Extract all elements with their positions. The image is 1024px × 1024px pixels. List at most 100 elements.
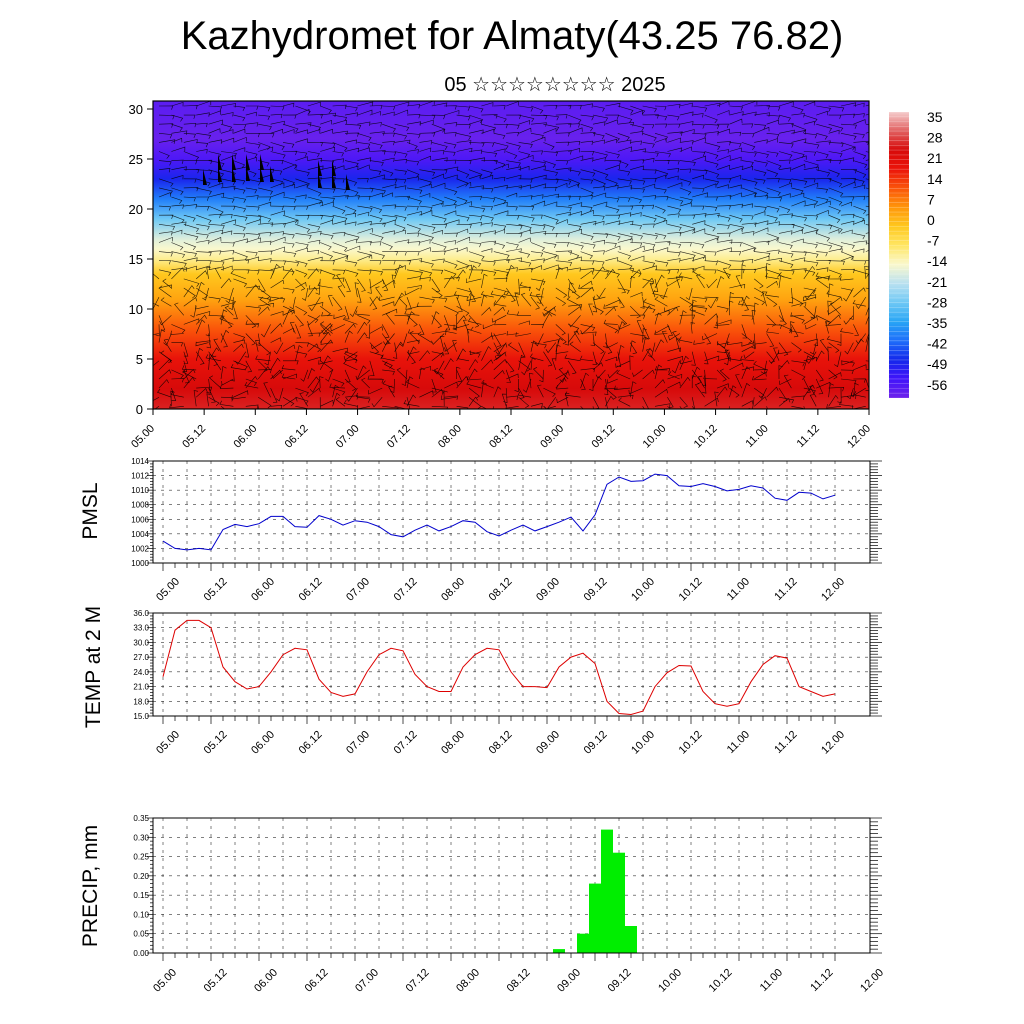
- temp-panel-x-tick-label: 10.00: [629, 729, 657, 757]
- heat-x-tick-label: 06.12: [283, 423, 311, 451]
- colorbar-label: 7: [927, 191, 935, 207]
- pmsl-panel-x-tick-label: 05.00: [154, 576, 182, 604]
- page-subtitle: 05 ☆☆☆☆☆☆☆☆ 2025: [444, 74, 666, 96]
- heat-y-tick-label: 5: [136, 352, 143, 367]
- heat-x-tick-label: 07.12: [385, 423, 413, 451]
- pmsl-panel-x-tick-label: 10.00: [629, 576, 657, 604]
- wind-flags: [203, 154, 350, 190]
- pmsl-panel-y-tick-label: 1002: [131, 544, 149, 553]
- colorbar-label: -21: [927, 274, 947, 290]
- pmsl-panel-y-tick-label: 1004: [131, 530, 149, 539]
- temp-panel-x-tick-label: 07.00: [344, 729, 372, 757]
- pmsl-panel-x-tick-label: 11.00: [725, 576, 752, 603]
- temp-2m-chart: 15.0 18.0 21.0 24.0 27.0 30.0 33.0 36.0 05.00 05.…: [82, 606, 882, 757]
- pmsl-panel-y-tick-label: 1012: [131, 472, 149, 481]
- heat-x-tick-label: 07.00: [334, 423, 362, 451]
- pmsl-panel-y-tick-label: 1014: [131, 457, 149, 466]
- temp-panel-x-tick-label: 05.12: [202, 729, 230, 757]
- temp-panel-y-tick-label: 36.0: [133, 609, 149, 618]
- heat-x-tick-label: 05.00: [129, 423, 157, 451]
- heat-y-tick-label: 15: [129, 252, 143, 267]
- pmsl-panel-x-tick-label: 06.12: [297, 576, 325, 604]
- colorbar: [889, 112, 909, 398]
- heat-y-tick-label: 30: [129, 102, 143, 117]
- pmsl-panel-y-tick-label: 1008: [131, 501, 149, 510]
- colorbar-label: 35: [927, 109, 943, 125]
- heat-y-tick-label: 10: [129, 302, 143, 317]
- heat-x-tick-label: 10.12: [692, 423, 720, 451]
- temp-panel-ylabel: TEMP at 2 M: [82, 606, 105, 728]
- colorbar-label: -28: [927, 294, 947, 310]
- precip-panel-x-tick-label: 05.12: [202, 967, 230, 995]
- precip-bar: [613, 852, 625, 953]
- heat-y-tick-label: 20: [129, 202, 143, 217]
- precip-panel-ylabel: PRECIP, mm: [79, 825, 102, 947]
- temp-panel-series-line: [162, 619, 836, 716]
- precip-panel-x-tick-label: 09.00: [555, 967, 583, 995]
- precip-panel-y-tick-label: 0.00: [133, 949, 149, 958]
- page-title: Kazhydromet for Almaty(43.25 76.82): [180, 14, 844, 58]
- temp-panel-frame: [152, 612, 871, 717]
- precip-panel-y-tick-label: 0.25: [133, 853, 149, 862]
- temp-panel-y-tick-label: 27.0: [133, 653, 149, 662]
- precip-panel-x-tick-label: 08.00: [454, 967, 482, 995]
- pmsl-panel-x-tick-label: 07.00: [344, 576, 372, 604]
- temp-panel-x-tick-label: 08.00: [439, 729, 467, 757]
- precip-bar: [577, 933, 589, 953]
- colorbar-label: 0: [927, 212, 935, 228]
- pmsl-panel-series-line: [162, 473, 836, 551]
- heat-y-tick-label: 0: [136, 402, 143, 417]
- precip-bar: [601, 829, 613, 953]
- heat-y-tick-label: 25: [129, 152, 143, 167]
- pmsl-panel-x-tick-label: 05.12: [202, 576, 230, 604]
- colorbar-label: 28: [927, 130, 943, 146]
- colorbar-label: -49: [927, 356, 947, 372]
- temp-panel-x-tick-label: 05.00: [154, 729, 182, 757]
- pmsl-panel-x-tick-label: 12.00: [819, 576, 847, 604]
- pmsl-panel-y-tick-label: 1006: [131, 515, 149, 524]
- precip-panel-y-tick-label: 0.15: [133, 891, 149, 900]
- precip-panel-frame: [152, 817, 871, 954]
- heat-x-tick-label: 08.00: [436, 423, 464, 451]
- precip-panel-x-tick-label: 06.00: [252, 967, 280, 995]
- precip-panel-x-tick-label: 07.00: [353, 967, 381, 995]
- heat-x-tick-label: 05.12: [180, 423, 208, 451]
- pmsl-panel-ylabel: PMSL: [79, 482, 102, 539]
- colorbar-label: -35: [927, 315, 947, 331]
- pmsl-panel-y-tick-label: 1000: [131, 559, 149, 568]
- pmsl-panel-frame: [152, 460, 871, 564]
- temp-panel-y-tick-label: 21.0: [133, 683, 149, 692]
- precip-panel-x-tick-label: 11.12: [808, 967, 835, 994]
- precip-panel-x-tick-label: 08.12: [505, 967, 533, 995]
- pmsl-panel-x-tick-label: 08.00: [439, 576, 467, 604]
- precip-panel-x-tick-label: 11.00: [758, 967, 785, 994]
- pmsl-panel-x-tick-label: 06.00: [249, 576, 277, 604]
- temp-panel-y-tick-label: 18.0: [133, 697, 149, 706]
- precip-panel-y-tick-label: 0.10: [133, 910, 149, 919]
- precip-panel-y-tick-label: 0.05: [133, 930, 149, 939]
- heat-x-tick-label: 09.12: [589, 423, 617, 451]
- pmsl-panel-x-tick-label: 09.12: [582, 576, 610, 604]
- heat-x-tick-label: 12.00: [845, 423, 873, 451]
- temp-panel-y-tick-label: 15.0: [133, 712, 149, 721]
- heat-x-tick-label: 08.12: [487, 423, 515, 451]
- pmsl-panel-y-tick-label: 1010: [131, 486, 149, 495]
- temp-panel-y-tick-label: 30.0: [133, 638, 149, 647]
- colorbar-label: -7: [927, 233, 940, 249]
- temp-panel-x-tick-label: 09.12: [582, 729, 610, 757]
- heat-x-tick-label: 11.12: [795, 423, 822, 450]
- heat-x-tick-label: 11.00: [743, 423, 770, 450]
- temp-panel-x-tick-label: 06.00: [249, 729, 277, 757]
- colorbar-label: 14: [927, 171, 943, 187]
- precip-panel-x-tick-label: 10.12: [707, 967, 735, 995]
- temp-panel-y-tick-label: 33.0: [133, 624, 149, 633]
- heat-x-tick-label: 09.00: [538, 423, 566, 451]
- temp-panel-x-tick-label: 08.12: [487, 729, 515, 757]
- precip-bar: [553, 949, 565, 953]
- colorbar-label: 21: [927, 150, 943, 166]
- pmsl-panel-x-tick-label: 10.12: [677, 576, 705, 604]
- wind-barbs: [153, 101, 869, 409]
- precip-panel-y-tick-label: 0.20: [133, 872, 149, 881]
- precip-panel-x-tick-label: 05.00: [151, 967, 179, 995]
